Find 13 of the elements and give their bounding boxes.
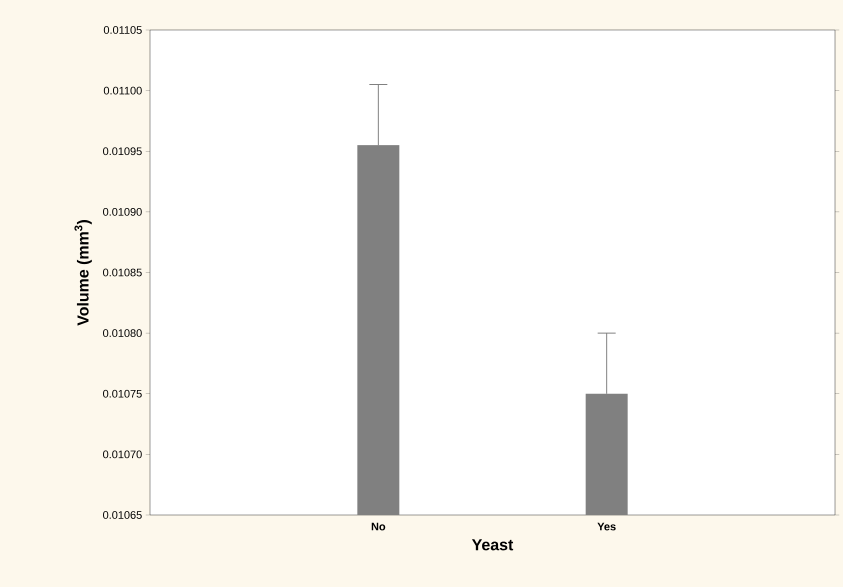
y-tick-label: 0.01075 — [103, 390, 142, 398]
y-tick-label: 0.01090 — [103, 208, 142, 216]
y-tick-label: 0.01100 — [104, 86, 142, 94]
y-tick-label: 0.01105 — [104, 26, 142, 34]
x-tick-label: No — [372, 522, 386, 530]
y-tick-label: 0.01095 — [103, 147, 142, 156]
y-tick-label: 0.01080 — [103, 329, 142, 338]
y-tick-label: 0.01085 — [103, 268, 142, 276]
x-axis-title: Yeast — [472, 539, 514, 550]
y-tick-label: 0.01065 — [103, 511, 142, 519]
y-tick-label: 0.01070 — [103, 450, 142, 458]
x-tick-label: Yes — [597, 522, 616, 530]
y-axis-title: Volume (mm$^{3}$) — [74, 220, 92, 326]
